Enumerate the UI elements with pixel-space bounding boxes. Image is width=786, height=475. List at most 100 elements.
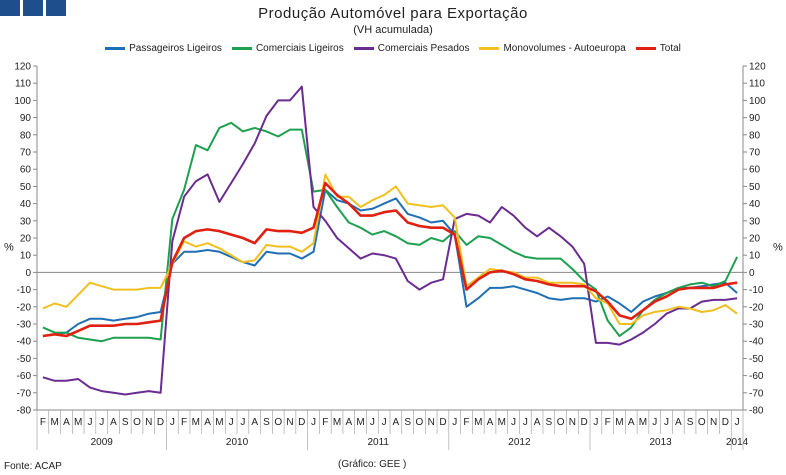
x-tick-label: A <box>251 417 258 428</box>
y-tick-label: 30 <box>20 216 32 227</box>
y-tick-label: -30 <box>17 320 32 331</box>
x-tick-label: N <box>428 417 435 428</box>
chart-subtitle: (VH acumulada) <box>353 24 433 36</box>
x-tick-label: J <box>652 417 657 428</box>
series-line <box>42 188 738 337</box>
y-tick-label: 40 <box>20 199 32 210</box>
legend-label: Monovolumes - Autoeuropa <box>503 43 626 54</box>
x-tick-label: D <box>298 417 305 428</box>
x-tick-label: F <box>40 417 46 428</box>
x-tick-label: S <box>404 417 411 428</box>
x-tick-label: J <box>311 417 316 428</box>
x-tick-label: J <box>370 417 375 428</box>
chart-legend: Passageiros Ligeiros Comerciais Ligeiros… <box>0 43 786 54</box>
year-label: 2013 <box>650 437 673 448</box>
x-tick-label: M <box>474 417 482 428</box>
y-tick-label: -30 <box>749 320 764 331</box>
x-tick-label: M <box>356 417 364 428</box>
y-tick-label: -70 <box>749 388 764 399</box>
y-tick-label: 120 <box>749 62 766 73</box>
legend-label: Total <box>659 43 681 54</box>
x-tick-label: A <box>675 417 682 428</box>
y-tick-label: 90 <box>20 113 32 124</box>
y-tick-label: 80 <box>749 130 761 141</box>
y-tick-label: -10 <box>17 285 32 296</box>
y-tick-label: 40 <box>749 199 761 210</box>
y-tick-label: -20 <box>749 302 764 313</box>
y-tick-label: 120 <box>14 62 31 73</box>
y-tick-label: 70 <box>20 148 32 159</box>
x-tick-label: M <box>639 417 647 428</box>
y-tick-label: 100 <box>14 96 31 107</box>
x-tick-label: N <box>569 417 576 428</box>
x-tick-label: M <box>192 417 200 428</box>
x-tick-label: J <box>593 417 598 428</box>
x-tick-label: A <box>110 417 117 428</box>
legend-item: Total <box>635 43 681 54</box>
y-tick-label: 70 <box>749 148 761 159</box>
y-tick-label: -70 <box>17 388 32 399</box>
x-tick-label: J <box>523 417 528 428</box>
series-line <box>42 173 738 325</box>
y-tick-label: 20 <box>749 234 761 245</box>
x-tick-label: A <box>204 417 211 428</box>
y-tick-label: 50 <box>749 182 761 193</box>
x-tick-label: S <box>687 417 694 428</box>
y-tick-label: -60 <box>17 371 32 382</box>
x-tick-label: M <box>74 417 82 428</box>
y-tick-label: -10 <box>749 285 764 296</box>
y-tick-label: 60 <box>749 165 761 176</box>
series-line <box>42 121 738 343</box>
x-tick-label: M <box>215 417 223 428</box>
x-tick-label: M <box>333 417 341 428</box>
chart-title: Produção Automóvel para Exportação <box>258 5 528 22</box>
x-tick-label: S <box>122 417 129 428</box>
x-tick-label: M <box>498 417 506 428</box>
legend-item: Comerciais Ligeiros <box>231 43 344 54</box>
y-tick-label: 110 <box>749 79 765 90</box>
series-line <box>42 85 738 396</box>
legend-swatch <box>479 47 500 50</box>
x-tick-label: A <box>487 417 494 428</box>
x-tick-label: A <box>63 417 70 428</box>
x-tick-label: J <box>511 417 516 428</box>
x-tick-label: O <box>698 417 706 428</box>
corner-mark <box>0 0 20 16</box>
legend-label: Passageiros Ligeiros <box>129 43 222 54</box>
x-tick-label: A <box>345 417 352 428</box>
y-tick-label: 0 <box>749 268 755 279</box>
y-tick-label: -40 <box>17 337 32 348</box>
x-tick-label: J <box>240 417 245 428</box>
x-tick-label: O <box>274 417 282 428</box>
chart-credit: (Gráfico: GEE ) <box>338 459 407 470</box>
legend-swatch <box>231 47 252 50</box>
x-tick-label: F <box>463 417 469 428</box>
x-tick-label: S <box>263 417 270 428</box>
y-tick-label: -20 <box>17 302 32 313</box>
x-tick-label: J <box>229 417 234 428</box>
legend-label: Comerciais Ligeiros <box>255 43 344 54</box>
x-tick-label: J <box>664 417 669 428</box>
x-tick-label: F <box>605 417 611 428</box>
x-tick-label: F <box>322 417 328 428</box>
y-tick-label: 10 <box>20 251 32 262</box>
y-tick-label: -60 <box>749 371 764 382</box>
x-tick-label: N <box>710 417 717 428</box>
legend-swatch <box>353 47 374 50</box>
source-note: Fonte: ACAP <box>4 461 62 472</box>
x-tick-label: M <box>50 417 58 428</box>
y-tick-label: -80 <box>749 406 764 417</box>
y-tick-label: 10 <box>749 251 761 262</box>
x-tick-label: D <box>581 417 588 428</box>
x-tick-label: M <box>615 417 623 428</box>
y-tick-label: -50 <box>17 354 32 365</box>
y-tick-label: 20 <box>20 234 32 245</box>
legend-swatch <box>105 47 126 50</box>
x-tick-label: D <box>157 417 164 428</box>
x-tick-label: A <box>393 417 400 428</box>
x-tick-label: J <box>99 417 104 428</box>
year-label: 2014 <box>726 437 749 448</box>
corner-logo-marks <box>0 0 66 16</box>
x-tick-label: J <box>452 417 457 428</box>
